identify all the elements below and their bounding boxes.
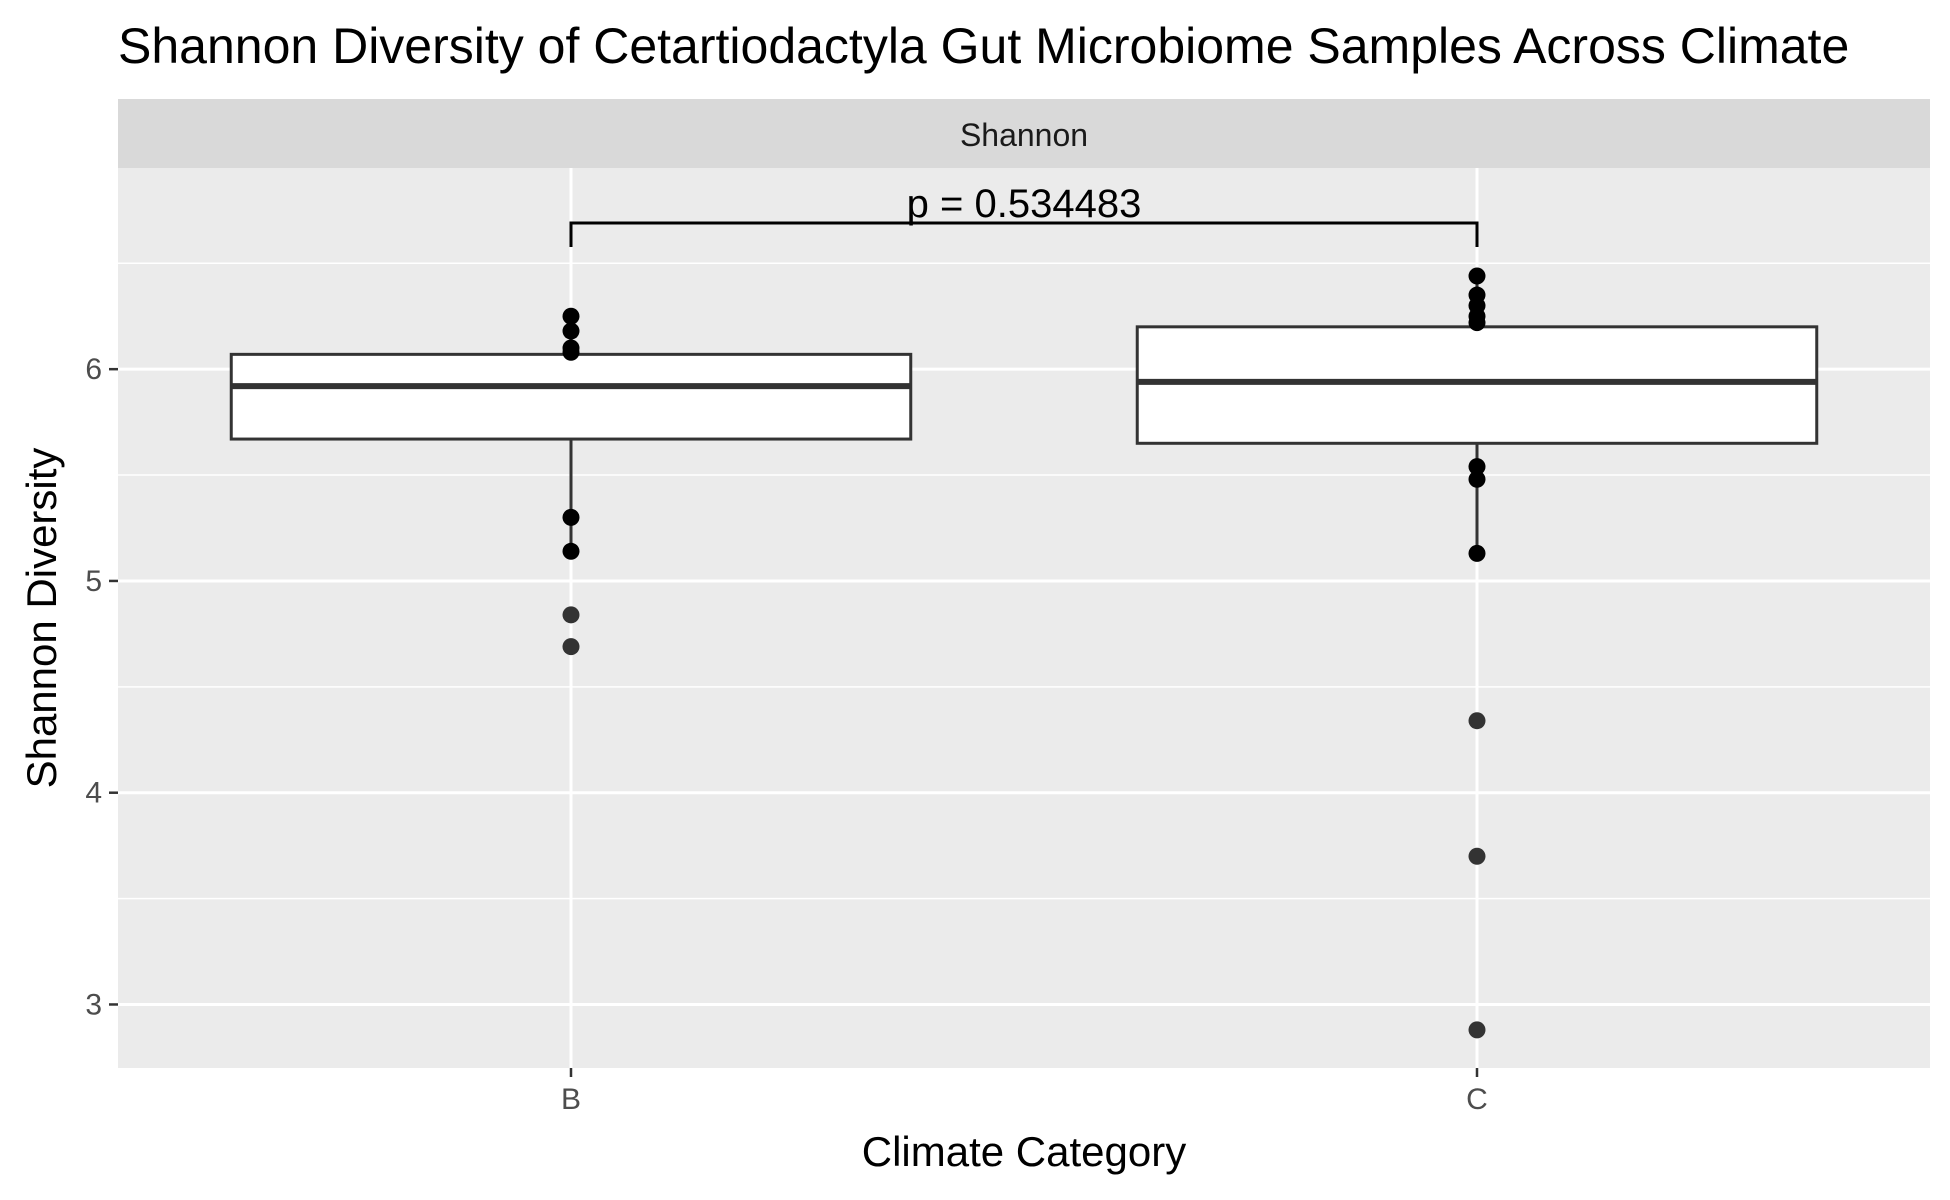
box-B <box>229 316 913 552</box>
box-body <box>1135 325 1819 445</box>
x-tick-label: C <box>1466 1083 1488 1116</box>
data-points <box>562 267 1486 1039</box>
facet-strip-label: Shannon <box>960 117 1088 153</box>
data-point <box>562 508 580 526</box>
data-point <box>562 307 580 325</box>
x-tick-label: B <box>561 1083 581 1116</box>
data-point <box>562 542 580 560</box>
outlier-point <box>562 638 580 656</box>
box-body <box>229 352 913 441</box>
box-C <box>1135 276 1819 554</box>
data-point <box>1468 458 1486 476</box>
plot-panel <box>118 168 1930 1068</box>
y-tick-label: 4 <box>85 777 102 810</box>
boxes <box>229 276 1819 554</box>
y-tick-label: 5 <box>85 565 102 598</box>
data-point <box>1468 470 1486 488</box>
data-point <box>1468 267 1486 285</box>
y-axis: 3 4 5 6 <box>85 353 118 1021</box>
facet-strip <box>118 99 1930 168</box>
data-point <box>1468 314 1486 332</box>
outlier-point <box>1468 1021 1486 1039</box>
p-value-label: p = 0.534483 <box>907 182 1142 226</box>
y-axis-title: Shannon Diversity <box>18 448 65 789</box>
significance-bracket: p = 0.534483 <box>569 182 1479 248</box>
data-point <box>562 322 580 340</box>
bracket-line <box>569 221 1479 248</box>
outlier-point <box>1468 847 1486 865</box>
y-tick-label: 6 <box>85 353 102 386</box>
y-tick-label: 3 <box>85 988 102 1021</box>
x-axis-title: Climate Category <box>862 1128 1186 1175</box>
outlier-point <box>1468 712 1486 730</box>
outlier-point <box>562 606 580 624</box>
chart-title: Shannon Diversity of Cetartiodactyla Gut… <box>118 18 1849 74</box>
data-point <box>562 343 580 361</box>
data-point <box>1468 544 1486 562</box>
